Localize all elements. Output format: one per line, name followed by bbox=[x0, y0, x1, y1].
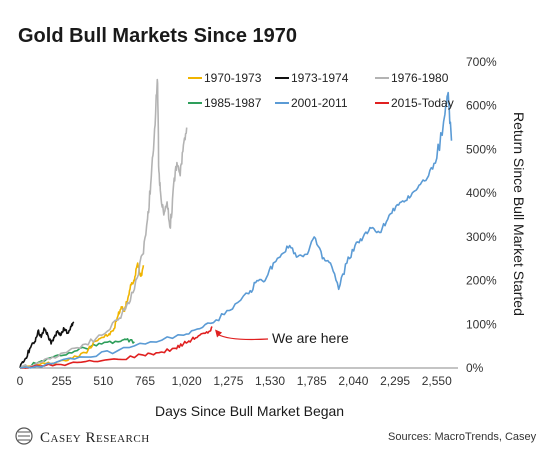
y-tick-label: 300% bbox=[466, 230, 497, 244]
x-axis-ticks: 0 255 510 765 1,020 1,275 1,530 1,785 2,040 2,295… bbox=[17, 374, 452, 388]
series-layer bbox=[19, 78, 453, 369]
y-tick-label: 0% bbox=[466, 361, 484, 375]
legend-label: 1976-1980 bbox=[391, 71, 449, 85]
series-line-1976-1980 bbox=[19, 78, 188, 369]
y-tick-label: 400% bbox=[466, 186, 497, 200]
x-tick-label: 0 bbox=[17, 374, 24, 388]
legend-label: 1973-1974 bbox=[291, 71, 349, 85]
series-line-1985-1987 bbox=[19, 337, 135, 369]
series-line-2015-Today bbox=[19, 326, 213, 369]
logo-mark-lines bbox=[18, 431, 30, 441]
legend-label: 2015-Today bbox=[391, 96, 454, 110]
x-tick-label: 765 bbox=[135, 374, 155, 388]
y-axis-label: Return Since Bull Market Started bbox=[511, 112, 527, 316]
legend-label: 1985-1987 bbox=[204, 96, 262, 110]
source-note: Sources: MacroTrends, Casey bbox=[388, 431, 537, 443]
y-axis-ticks: 0% 100% 200% 300% 400% 500% 600% 700% bbox=[466, 55, 497, 375]
series-line-1973-1974 bbox=[19, 321, 75, 369]
annotation-arrowhead bbox=[215, 329, 223, 338]
y-tick-label: 500% bbox=[466, 142, 497, 156]
annotation-text: We are here bbox=[272, 330, 349, 346]
x-tick-label: 1,530 bbox=[255, 374, 285, 388]
legend: 1970-1973 1973-1974 1976-1980 1985-1987 2001… bbox=[188, 71, 454, 110]
annotation: We are here bbox=[215, 329, 349, 346]
x-tick-label: 2,550 bbox=[422, 374, 452, 388]
y-tick-label: 600% bbox=[466, 99, 497, 113]
x-tick-label: 1,020 bbox=[172, 374, 202, 388]
series-line-2001-2011 bbox=[19, 91, 453, 369]
x-tick-label: 2,295 bbox=[380, 374, 410, 388]
x-tick-label: 255 bbox=[52, 374, 72, 388]
x-tick-label: 1,785 bbox=[297, 374, 327, 388]
y-tick-label: 700% bbox=[466, 55, 497, 69]
legend-label: 1970-1973 bbox=[204, 71, 262, 85]
x-tick-label: 510 bbox=[93, 374, 113, 388]
y-tick-label: 100% bbox=[466, 317, 497, 331]
legend-label: 2001-2011 bbox=[291, 96, 348, 110]
logo-mark-icon bbox=[15, 427, 33, 445]
x-tick-label: 2,040 bbox=[338, 374, 368, 388]
y-tick-label: 200% bbox=[466, 274, 497, 288]
chart-title: Gold Bull Markets Since 1970 bbox=[18, 25, 297, 47]
annotation-arrow bbox=[217, 333, 269, 341]
series-line-1970-1973 bbox=[20, 262, 145, 369]
x-axis-label: Days Since Bull Market Began bbox=[155, 403, 344, 419]
x-tick-label: 1,275 bbox=[213, 374, 243, 388]
logo-wordmark: CASEY RESEARCH bbox=[40, 430, 150, 446]
casey-research-logo: CASEY RESEARCH bbox=[15, 427, 150, 446]
